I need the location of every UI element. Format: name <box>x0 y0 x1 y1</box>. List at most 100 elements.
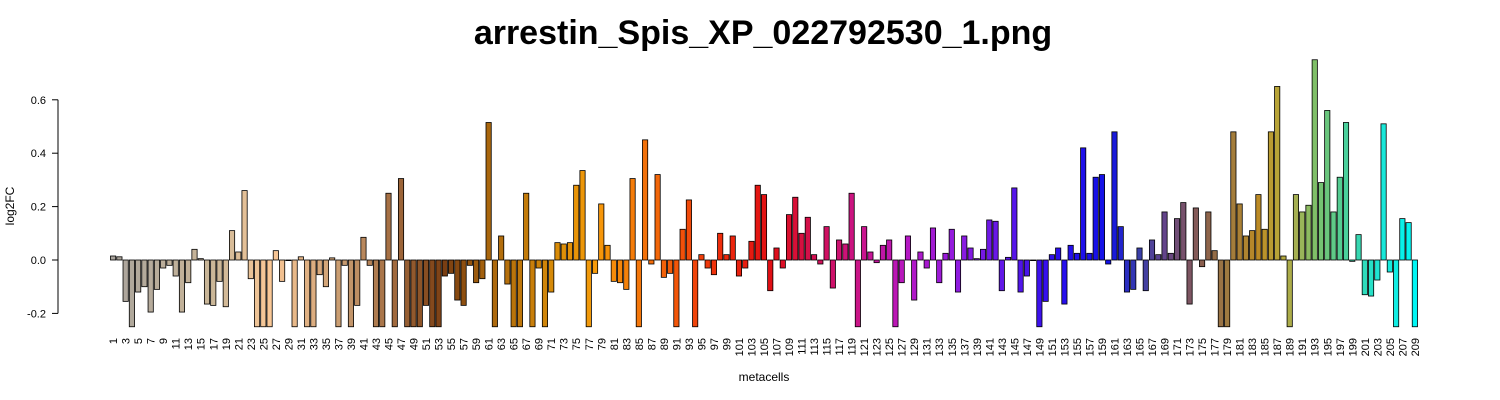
x-tick-label: 127 <box>897 338 909 356</box>
bar-metacell-107 <box>773 247 780 261</box>
bar-metacell-127 <box>898 259 905 284</box>
x-tick-label: 111 <box>797 338 809 355</box>
x-tick-label: 1 <box>108 338 120 344</box>
bars <box>110 59 1418 328</box>
x-tick-label: 103 <box>746 338 758 356</box>
bar-metacell-79 <box>598 203 605 261</box>
x-tick-label: 19 <box>221 338 233 350</box>
x-tick-label: 171 <box>1172 338 1184 356</box>
bar-metacell-1 <box>110 255 117 261</box>
bar-metacell-24 <box>254 259 261 328</box>
x-tick-label: 137 <box>959 338 971 356</box>
bar-metacell-156 <box>1080 147 1087 261</box>
x-tick-label: 115 <box>822 338 834 356</box>
bar-metacell-33 <box>310 259 317 328</box>
bar-metacell-188 <box>1280 255 1287 261</box>
x-axis-label: metacells <box>739 370 790 384</box>
x-tick-label: 51 <box>421 338 433 350</box>
x-tick-label: 133 <box>934 338 946 356</box>
bar-metacell-46 <box>391 259 398 328</box>
x-tick-label: 117 <box>834 338 846 356</box>
x-tick-label: 5 <box>133 338 145 344</box>
bar-metacell-138 <box>967 247 974 261</box>
bar-metacell-102 <box>742 259 749 269</box>
bar-metacell-7 <box>147 259 154 313</box>
x-tick-label: 65 <box>509 338 521 350</box>
bar-metacell-29 <box>285 259 292 262</box>
x-tick-label: 39 <box>346 338 358 350</box>
bar-metacell-43 <box>372 259 380 328</box>
bar-metacell-16 <box>203 259 211 305</box>
bar-metacell-133 <box>936 259 943 284</box>
x-tick-label: 201 <box>1360 338 1372 356</box>
bar-metacell-39 <box>347 259 354 328</box>
x-tick-label: 83 <box>621 338 633 350</box>
bar-metacell-66 <box>516 259 523 328</box>
x-tick-label: 131 <box>922 338 934 356</box>
x-tick-label: 129 <box>909 338 921 356</box>
bar-metacell-193 <box>1311 59 1318 261</box>
bar-metacell-99 <box>723 254 730 261</box>
x-tick-label: 67 <box>521 338 533 350</box>
bar-metacell-62 <box>491 259 498 328</box>
bar-metacell-124 <box>879 244 886 261</box>
x-tick-label: 95 <box>696 338 708 350</box>
bar-metacell-191 <box>1299 211 1306 261</box>
y-tick-label: 0.4 <box>31 148 46 160</box>
bar-metacell-12 <box>178 259 185 313</box>
x-tick-label: 57 <box>459 338 471 350</box>
x-tick-label: 21 <box>233 338 245 350</box>
x-tick-label: 141 <box>984 338 996 356</box>
x-tick-label: 35 <box>321 338 333 350</box>
bar-metacell-63 <box>498 235 505 261</box>
bar-metacell-192 <box>1305 204 1312 261</box>
bar-metacell-2 <box>116 256 123 261</box>
bar-metacell-11 <box>172 259 179 277</box>
x-tick-label: 169 <box>1160 338 1172 356</box>
bar-metacell-148 <box>1030 259 1037 262</box>
bar-metacell-18 <box>216 259 223 282</box>
x-tick-label: 31 <box>296 338 308 350</box>
bar-metacell-153 <box>1061 259 1068 305</box>
bar-metacell-13 <box>185 259 192 284</box>
x-tick-label: 9 <box>158 338 170 344</box>
bar-metacell-19 <box>222 259 229 308</box>
bar-metacell-44 <box>379 259 386 328</box>
bar-metacell-137 <box>961 235 968 261</box>
bar-metacell-114 <box>817 259 824 265</box>
bar-metacell-104 <box>754 184 761 261</box>
x-tick-label: 185 <box>1260 338 1272 356</box>
bar-metacell-115 <box>823 226 830 261</box>
x-tick-label: 125 <box>884 338 896 356</box>
bar-metacell-70 <box>541 259 548 328</box>
x-tick-label: 41 <box>358 338 370 350</box>
y-tick-label: 0.6 <box>31 95 46 107</box>
bar-metacell-3 <box>122 259 129 302</box>
bar-metacell-74 <box>566 242 574 261</box>
bar-metacell-182 <box>1242 235 1249 261</box>
bar-metacell-190 <box>1292 194 1299 261</box>
bar-metacell-101 <box>735 259 743 277</box>
bar-metacell-172 <box>1180 202 1187 261</box>
bar-metacell-147 <box>1023 259 1030 277</box>
x-tick-label: 97 <box>709 338 721 350</box>
bar-metacell-76 <box>579 170 586 261</box>
x-tick-label: 191 <box>1297 338 1309 356</box>
bar-metacell-168 <box>1155 254 1162 261</box>
bar-metacell-61 <box>485 122 492 261</box>
x-tick-label: 177 <box>1210 338 1222 356</box>
bar-metacell-134 <box>942 252 949 261</box>
x-tick-label: 13 <box>183 338 195 350</box>
chart-title: arrestin_Spis_XP_022792530_1.png <box>474 14 1052 52</box>
x-tick-label: 193 <box>1310 338 1322 356</box>
bar-metacell-92 <box>679 228 686 261</box>
bar-metacell-57 <box>460 259 467 306</box>
bar-metacell-91 <box>673 259 680 328</box>
bar-metacell-6 <box>141 259 148 288</box>
bar-metacell-178 <box>1217 259 1224 328</box>
bar-metacell-161 <box>1111 131 1118 261</box>
bar-metacell-130 <box>917 251 924 261</box>
y-axis: -0.2 0.0 0.2 0.4 0.6 <box>27 95 59 320</box>
x-tick-label: 81 <box>609 338 621 350</box>
bar-metacell-169 <box>1161 211 1168 261</box>
